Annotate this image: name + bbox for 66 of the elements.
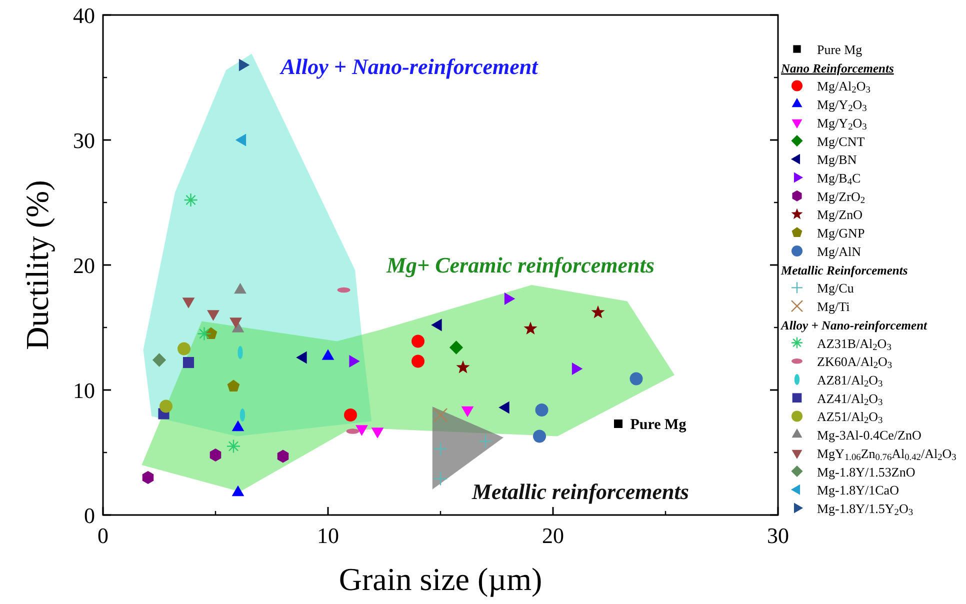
legend-label: Mg/Ti <box>817 299 850 314</box>
legend-label: Mg/Y$_{2}$O$_{3}$ <box>817 115 868 133</box>
point <box>524 322 538 335</box>
y-tick-label: 0 <box>84 503 95 528</box>
point <box>178 342 190 356</box>
legend-label: ZK60A/Al$_{2}$O$_{3}$ <box>817 354 892 372</box>
x-tick-label: 30 <box>767 523 789 548</box>
point <box>456 360 470 374</box>
point <box>412 354 424 368</box>
point <box>630 372 643 386</box>
x-axis-title: Grain size (µm) <box>338 561 542 597</box>
annotation: Mg+ Ceramic reinforcements <box>386 252 654 278</box>
annotation: Pure Mg <box>630 416 687 433</box>
text: MgY$_{1.06}$Zn$_{0.76}$Al$_{0.42}$/Al$_{2}$O$_{3}$ <box>817 446 956 464</box>
point <box>160 400 172 413</box>
annotation: Alloy + Nano-reinforcement <box>278 54 539 79</box>
point <box>210 448 222 462</box>
y-axis-title: Ductility (%) <box>19 180 55 350</box>
legend-label: Mg/ZrO$_{2}$ <box>817 188 866 206</box>
text: Metallic Reinforcements <box>780 263 908 278</box>
point <box>433 472 448 486</box>
point <box>433 442 448 456</box>
text: Alloy + Nano-reinforcement <box>780 318 928 332</box>
y-tick-label: 40 <box>73 3 95 28</box>
legend-label: Pure Mg <box>817 42 863 57</box>
point <box>142 471 154 484</box>
point <box>226 439 241 454</box>
y-tick-label: 30 <box>73 128 95 153</box>
x-tick-label: 10 <box>317 523 339 548</box>
point <box>277 450 289 463</box>
annotation: Metallic reinforcements <box>471 478 689 504</box>
point <box>591 305 605 318</box>
legend-label: AZ51/Al$_{2}$O$_{3}$ <box>817 409 884 426</box>
y-tick-label: 10 <box>73 378 95 403</box>
point <box>449 340 464 354</box>
legend-label: AZ31B/Al$_{2}$O$_{3}$ <box>817 336 892 354</box>
legend-label: Mg/Cu <box>817 280 854 296</box>
point <box>614 420 622 428</box>
x-tick-label: 20 <box>542 523 564 548</box>
legend-label: Mg/CNT <box>817 134 865 149</box>
point <box>535 404 548 416</box>
legend-label: Mg/ZnO <box>817 207 862 222</box>
point <box>533 430 546 443</box>
y-tick-label: 20 <box>73 253 95 278</box>
point <box>182 356 194 368</box>
legend-label: Mg/GNP <box>817 226 865 241</box>
text: Nano Reinforcements <box>780 61 894 76</box>
point <box>152 353 166 367</box>
point <box>478 434 493 448</box>
legend-label: Mg/BN <box>817 152 858 168</box>
legend-label: Mg-1.8Y/1.53ZnO <box>817 464 916 480</box>
legend-label: AZ41/Al$_{2}$O$_{3}$ <box>817 390 884 408</box>
legend-label: AZ81/Al$_{2}$O$_{3}$ <box>817 372 884 390</box>
legend-label: Mg/Y$_{2}$O$_{3}$ <box>817 97 868 114</box>
legend-label: Mg/Al$_{2}$O$_{3}$ <box>817 78 871 96</box>
point <box>412 334 424 348</box>
point <box>184 192 198 208</box>
point <box>197 326 212 341</box>
legend-label: Mg-3Al-0.4Ce/ZnO <box>817 428 922 443</box>
point <box>227 380 240 392</box>
legend-label: Mg/B$_{4}$C <box>817 170 861 188</box>
legend-label: Mg-1.8Y/1CaO <box>817 482 899 498</box>
legend-label: Mg/AlN <box>817 244 862 259</box>
point <box>344 408 357 422</box>
point <box>433 408 448 422</box>
legend-label: Mg-1.8Y/1.5Y$_{2}$O$_{3}$ <box>817 501 914 518</box>
